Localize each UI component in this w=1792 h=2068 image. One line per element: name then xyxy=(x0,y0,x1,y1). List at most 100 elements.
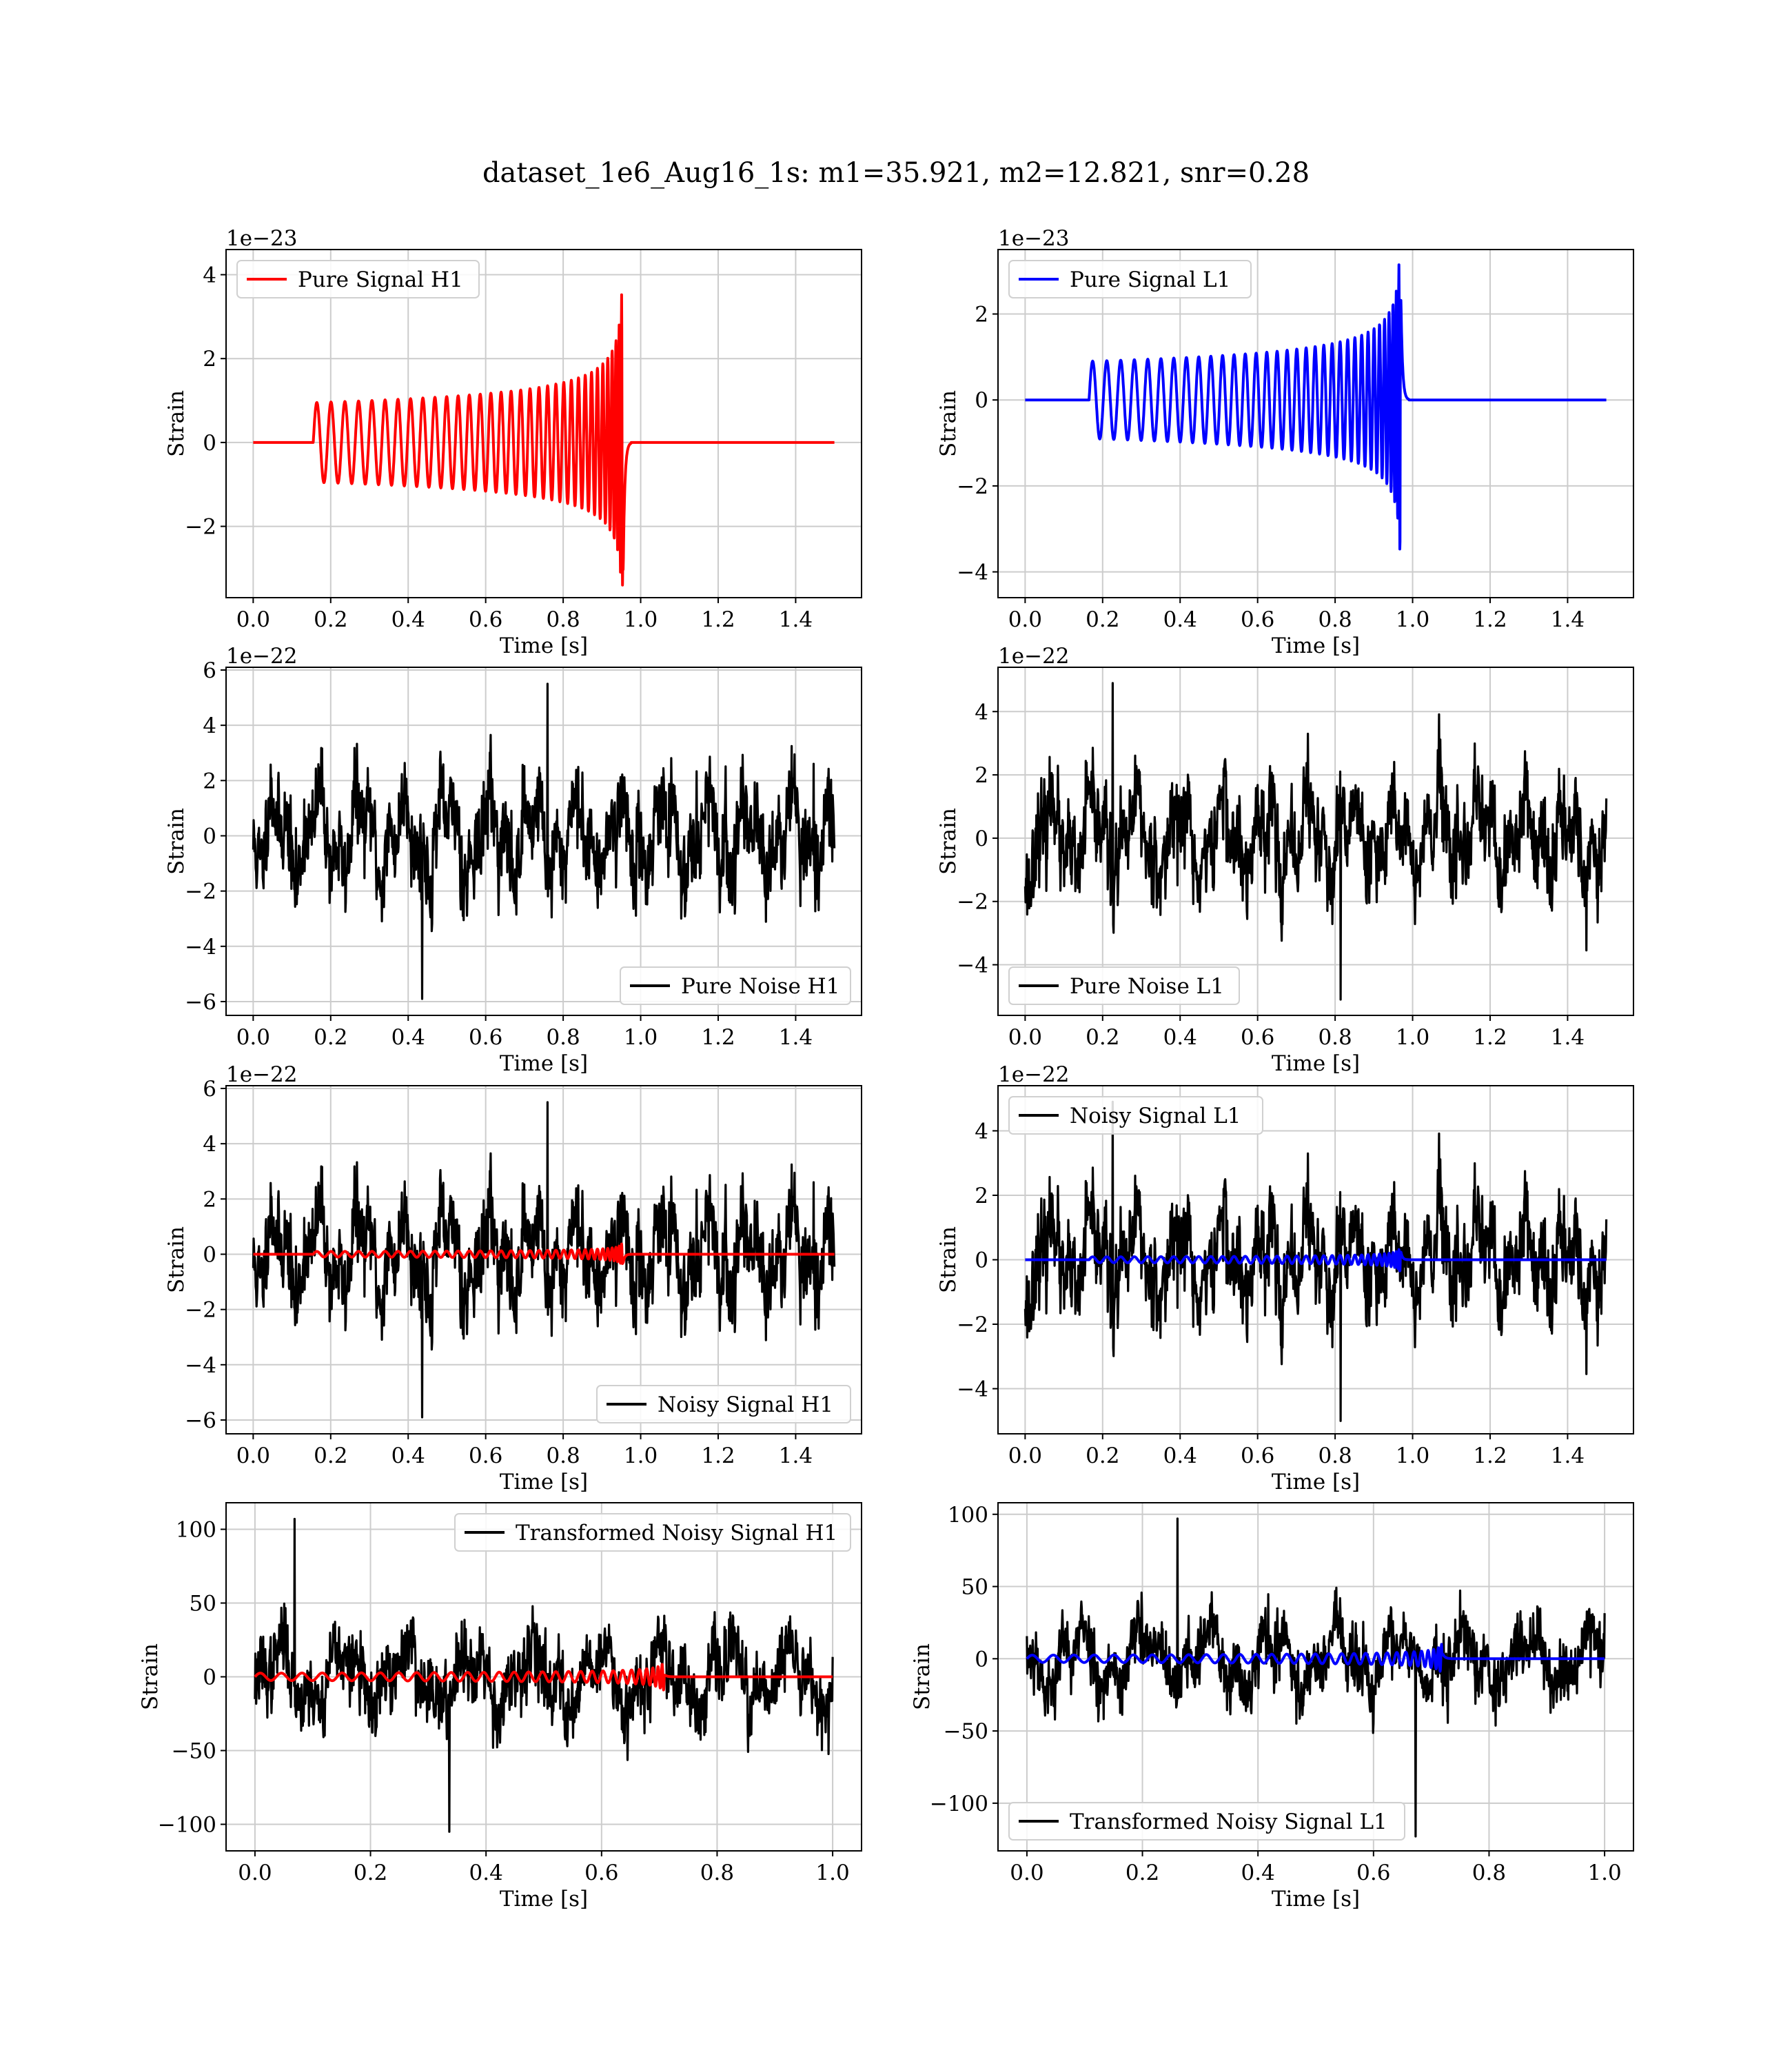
x-tick-label: 0.4 xyxy=(469,1861,503,1885)
legend-label: Transformed Noisy Signal L1 xyxy=(1070,1810,1387,1834)
plot-area xyxy=(1024,263,1608,551)
x-tick-label: 1.2 xyxy=(701,607,735,632)
y-tick-label: −6 xyxy=(185,1408,216,1433)
series-line-signal xyxy=(252,293,836,587)
y-tick-label: 2 xyxy=(975,303,988,327)
series-line-noise xyxy=(1024,682,1608,1001)
x-tick-label: 0.6 xyxy=(469,1025,502,1050)
subplot-transformed-noisy-signal-h1: 0.0 0.2 0.4 0.6 0.8 1.0 −100 −50 0 50 100 Time [s] S… xyxy=(138,1502,862,1912)
legend-label: Pure Signal H1 xyxy=(298,267,463,292)
x-tick-label: 0.4 xyxy=(391,1025,425,1050)
x-tick-label: 0.8 xyxy=(1318,1025,1352,1050)
plot-area xyxy=(252,682,836,1000)
legend-box xyxy=(1008,966,1240,1005)
x-tick-label: 0.4 xyxy=(391,1443,425,1468)
y-tick-label: −50 xyxy=(172,1738,216,1763)
y-tick-label: 2 xyxy=(203,1187,216,1212)
y-tick-label: 0 xyxy=(975,1647,988,1672)
offset-text: 1e−22 xyxy=(998,1062,1070,1087)
y-tick-label: −4 xyxy=(185,935,216,960)
legend-box xyxy=(1008,260,1252,298)
y-tick-label: 0 xyxy=(975,388,988,413)
x-tick-label: 1.4 xyxy=(1551,1443,1585,1468)
x-tick-label: 0.8 xyxy=(546,1025,580,1050)
x-tick-label: 1.2 xyxy=(1473,607,1507,632)
axes-frame xyxy=(225,667,862,1016)
y-tick-label: −50 xyxy=(944,1719,988,1744)
y-tick-label: 0 xyxy=(975,1248,988,1273)
y-tick-label: 6 xyxy=(203,1077,216,1102)
legend: Pure Noise H1 xyxy=(620,966,851,1005)
y-axis-label: Strain xyxy=(164,808,189,875)
x-axis-label: Time [s] xyxy=(500,633,588,658)
y-tick-label: 0 xyxy=(203,431,216,456)
x-tick-label: 0.6 xyxy=(1241,607,1274,632)
plot-area xyxy=(254,1517,834,1833)
y-tick-label: −2 xyxy=(185,515,216,540)
x-axis-label: Time [s] xyxy=(500,1051,588,1076)
legend: Pure Signal L1 xyxy=(1008,260,1252,298)
y-tick-label: 4 xyxy=(975,700,988,724)
x-tick-label: 0.8 xyxy=(1318,1443,1352,1468)
axes-frame xyxy=(997,1502,1634,1852)
axes-frame xyxy=(225,1085,862,1435)
plot-area xyxy=(252,1101,836,1419)
x-tick-label: 0.6 xyxy=(1356,1861,1390,1885)
x-tick-label: 1.2 xyxy=(701,1443,735,1468)
y-axis-label: Strain xyxy=(164,1226,189,1293)
x-tick-label: 0.4 xyxy=(391,607,425,632)
offset-text: 1e−23 xyxy=(226,226,298,251)
x-tick-label: 0.4 xyxy=(1163,1443,1197,1468)
y-axis-label: Strain xyxy=(910,1643,935,1710)
y-axis-label: Strain xyxy=(936,808,961,875)
series-line-noise xyxy=(254,1517,834,1833)
x-tick-label: 0.0 xyxy=(236,607,270,632)
x-tick-label: 0.6 xyxy=(469,607,502,632)
y-axis-label: Strain xyxy=(164,390,189,457)
legend: Pure Signal H1 xyxy=(236,260,480,298)
x-tick-label: 1.0 xyxy=(624,1443,658,1468)
y-tick-label: 0 xyxy=(203,824,216,849)
legend-box xyxy=(620,966,851,1005)
axes-frame xyxy=(997,1085,1634,1435)
x-tick-label: 0.4 xyxy=(1163,607,1197,632)
series-line-signal xyxy=(1024,1248,1608,1273)
x-axis-label: Time [s] xyxy=(1272,1051,1360,1076)
y-tick-label: −6 xyxy=(185,990,216,1015)
x-tick-label: 1.0 xyxy=(624,1025,658,1050)
x-tick-label: 1.4 xyxy=(779,607,813,632)
y-tick-label: −2 xyxy=(185,1298,216,1323)
y-tick-label: −2 xyxy=(957,474,988,499)
legend: Transformed Noisy Signal H1 xyxy=(454,1513,851,1552)
x-tick-label: 1.0 xyxy=(624,607,658,632)
x-tick-label: 0.8 xyxy=(546,1443,580,1468)
y-tick-label: −4 xyxy=(957,560,988,585)
x-tick-label: 1.2 xyxy=(701,1025,735,1050)
subplot-noisy-signal-h1: 0.0 0.2 0.4 0.6 0.8 1.0 1.2 1.4 −6 −4 −2 0 2 4 6 Time [… xyxy=(164,1062,862,1494)
x-tick-label: 0.4 xyxy=(1241,1861,1275,1885)
x-tick-label: 0.2 xyxy=(354,1861,387,1885)
x-tick-label: 0.8 xyxy=(546,607,580,632)
series-line-noise xyxy=(252,682,836,1000)
x-tick-label: 0.0 xyxy=(236,1025,270,1050)
legend-label: Pure Noise L1 xyxy=(1070,974,1224,999)
x-tick-label: 0.2 xyxy=(1086,1443,1119,1468)
subplot-pure-signal-l1: 0.0 0.2 0.4 0.6 0.8 1.0 1.2 1.4 −4 −2 0 2 Time [s] St… xyxy=(936,226,1634,658)
plot-area xyxy=(1024,1100,1608,1422)
series-line-signal xyxy=(1024,263,1608,551)
series-line-signal xyxy=(252,1242,836,1266)
axes-frame xyxy=(225,1502,862,1852)
y-tick-label: 2 xyxy=(203,347,216,372)
subplot-pure-signal-h1: 0.0 0.2 0.4 0.6 0.8 1.0 1.2 1.4 −2 0 2 4 Time [s] Str… xyxy=(164,226,862,658)
y-tick-label: 100 xyxy=(948,1503,988,1528)
x-tick-label: 1.0 xyxy=(815,1861,849,1885)
x-tick-label: 0.0 xyxy=(1008,607,1042,632)
series-line-noise xyxy=(1026,1517,1606,1838)
y-tick-label: 4 xyxy=(975,1119,988,1144)
y-tick-label: −2 xyxy=(957,1312,988,1337)
y-tick-label: 0 xyxy=(203,1665,216,1690)
x-tick-label: 0.2 xyxy=(314,607,347,632)
x-tick-label: 0.8 xyxy=(1318,607,1352,632)
series-line-noise xyxy=(1024,1100,1608,1422)
